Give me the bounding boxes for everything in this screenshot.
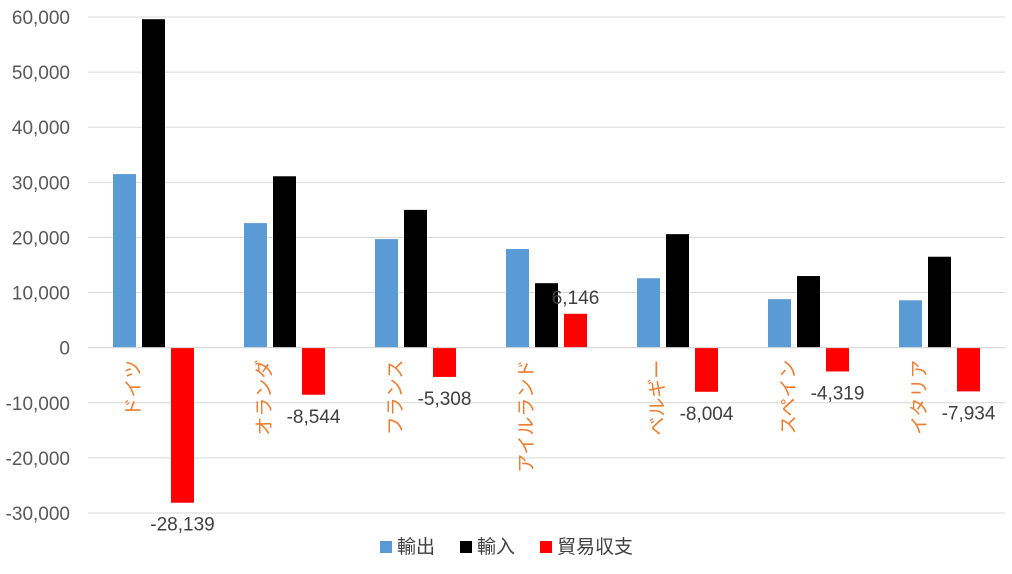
data-label: -8,544 (287, 407, 341, 428)
data-label: -8,004 (680, 404, 734, 425)
legend-label: 輸入 (477, 536, 515, 558)
y-tick-label: 30,000 (12, 173, 70, 194)
category-label: イタリア (909, 360, 931, 435)
bar-balance (957, 347, 980, 392)
bar-import (142, 19, 165, 348)
category-label: ドイツ (123, 360, 145, 417)
bar-balance (302, 347, 325, 395)
bar-export (768, 299, 791, 348)
bar-export (244, 223, 267, 348)
legend-swatch (460, 541, 472, 553)
bar-import (666, 234, 689, 348)
bar-balance (171, 347, 194, 503)
category-label: アイルランド (516, 360, 538, 473)
y-tick-label: 60,000 (12, 8, 70, 29)
bar-balance (695, 347, 718, 392)
bar-import (273, 176, 296, 348)
data-label: 6,146 (552, 288, 600, 309)
gridlines (88, 16, 1005, 514)
y-tick-label: 40,000 (12, 118, 70, 139)
data-label: -4,319 (811, 383, 865, 404)
bar-export (113, 174, 136, 348)
bar-import (535, 283, 558, 348)
bar-import (797, 276, 820, 348)
category-label: ベルギー (647, 360, 669, 436)
legend: 輸出 輸入 貿易収支 (380, 536, 633, 558)
y-tick-label: -20,000 (6, 449, 70, 470)
bar-balance (433, 347, 456, 377)
bar-export (899, 300, 922, 348)
y-tick-label: 20,000 (12, 228, 70, 249)
data-label: -7,934 (942, 403, 996, 424)
bars (113, 19, 980, 503)
y-tick-label: -10,000 (6, 394, 70, 415)
category-label: オランダ (254, 360, 276, 436)
y-tick-label: 10,000 (12, 284, 70, 305)
bar-export (506, 249, 529, 348)
y-tick-label: 0 (59, 339, 70, 360)
y-tick-label: -30,000 (6, 504, 70, 525)
legend-label: 貿易収支 (557, 536, 633, 558)
bar-import (928, 256, 951, 348)
bar-balance (826, 347, 849, 372)
legend-swatch (540, 541, 552, 553)
data-label: -28,139 (150, 515, 214, 536)
bar-import (404, 209, 427, 348)
bar-balance (564, 313, 587, 348)
y-tick-label: 50,000 (12, 63, 70, 84)
bar-export (637, 278, 660, 348)
legend-swatch (380, 541, 392, 553)
bar-export (375, 239, 398, 348)
category-label: フランス (385, 360, 407, 436)
data-label: -5,308 (418, 389, 472, 410)
legend-label: 輸出 (397, 536, 435, 558)
category-label: スペイン (778, 360, 800, 435)
